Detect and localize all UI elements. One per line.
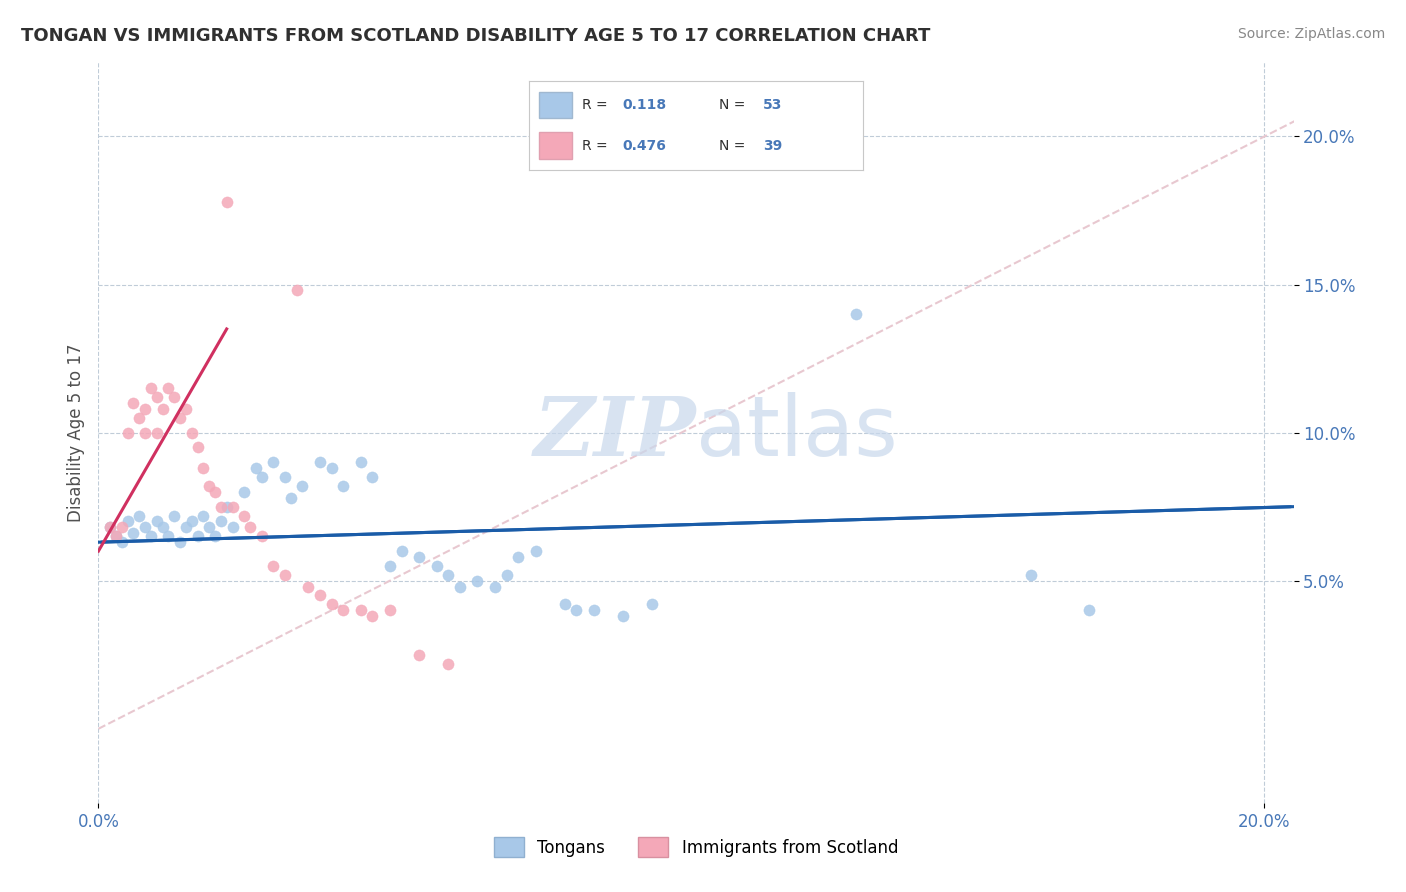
Point bbox=[297, 580, 319, 594]
Text: atlas: atlas bbox=[696, 392, 897, 473]
Point bbox=[565, 603, 588, 617]
Point bbox=[309, 589, 332, 603]
Point bbox=[117, 515, 139, 529]
Point bbox=[152, 401, 174, 416]
Point bbox=[437, 567, 460, 582]
Point bbox=[233, 484, 256, 499]
Point bbox=[180, 425, 202, 440]
Text: TONGAN VS IMMIGRANTS FROM SCOTLAND DISABILITY AGE 5 TO 17 CORRELATION CHART: TONGAN VS IMMIGRANTS FROM SCOTLAND DISAB… bbox=[21, 27, 931, 45]
Point bbox=[111, 520, 134, 534]
Point bbox=[291, 479, 314, 493]
Point bbox=[215, 500, 238, 514]
Point bbox=[215, 194, 238, 209]
Point bbox=[484, 580, 506, 594]
Point bbox=[332, 479, 354, 493]
Point bbox=[134, 425, 156, 440]
Point bbox=[332, 603, 354, 617]
Point bbox=[128, 508, 150, 523]
Text: ZIP: ZIP bbox=[533, 392, 696, 473]
Point bbox=[139, 529, 162, 543]
Y-axis label: Disability Age 5 to 17: Disability Age 5 to 17 bbox=[66, 343, 84, 522]
Point bbox=[245, 461, 267, 475]
Point bbox=[98, 520, 121, 534]
Point bbox=[122, 396, 145, 410]
Point bbox=[209, 515, 232, 529]
Point bbox=[239, 520, 262, 534]
Point bbox=[250, 529, 273, 543]
Point bbox=[1078, 603, 1101, 617]
Point bbox=[186, 441, 208, 455]
Point bbox=[145, 515, 167, 529]
Point bbox=[111, 535, 134, 549]
Point bbox=[437, 657, 460, 671]
Point bbox=[1019, 567, 1042, 582]
Point bbox=[274, 567, 297, 582]
Point bbox=[582, 603, 605, 617]
Point bbox=[204, 484, 226, 499]
Point bbox=[134, 520, 156, 534]
Point bbox=[174, 401, 197, 416]
Point bbox=[554, 598, 576, 612]
Point bbox=[157, 381, 180, 395]
Point bbox=[186, 529, 208, 543]
Point bbox=[157, 529, 180, 543]
Point bbox=[408, 549, 430, 564]
Point bbox=[163, 390, 186, 404]
Point bbox=[262, 558, 284, 573]
Point bbox=[321, 598, 343, 612]
Point bbox=[321, 461, 343, 475]
Point bbox=[145, 390, 167, 404]
Point bbox=[169, 535, 191, 549]
Point bbox=[193, 461, 215, 475]
Point bbox=[134, 401, 156, 416]
Point bbox=[845, 307, 868, 321]
Point bbox=[280, 491, 302, 505]
Point bbox=[425, 558, 447, 573]
Point bbox=[233, 508, 256, 523]
Point bbox=[262, 455, 284, 469]
Point bbox=[180, 515, 202, 529]
Point bbox=[139, 381, 162, 395]
Point bbox=[285, 284, 308, 298]
Point bbox=[361, 609, 384, 624]
Point bbox=[152, 520, 174, 534]
Point bbox=[250, 470, 273, 484]
Point bbox=[117, 425, 139, 440]
Point bbox=[309, 455, 332, 469]
Point bbox=[408, 648, 430, 662]
Point bbox=[169, 410, 191, 425]
Point bbox=[391, 544, 413, 558]
Point bbox=[449, 580, 471, 594]
Point bbox=[209, 500, 232, 514]
Point bbox=[221, 500, 243, 514]
Point bbox=[128, 410, 150, 425]
Point bbox=[163, 508, 186, 523]
Point bbox=[122, 526, 145, 541]
Point bbox=[198, 479, 221, 493]
Text: Source: ZipAtlas.com: Source: ZipAtlas.com bbox=[1237, 27, 1385, 41]
Point bbox=[524, 544, 547, 558]
Point bbox=[221, 520, 243, 534]
Point bbox=[104, 529, 127, 543]
Point bbox=[274, 470, 297, 484]
Point bbox=[350, 603, 373, 617]
Point bbox=[350, 455, 373, 469]
Point bbox=[495, 567, 517, 582]
Point bbox=[198, 520, 221, 534]
Point bbox=[378, 603, 401, 617]
Point bbox=[508, 549, 530, 564]
Point bbox=[378, 558, 401, 573]
Point bbox=[193, 508, 215, 523]
Point bbox=[361, 470, 384, 484]
Point bbox=[98, 520, 121, 534]
Point bbox=[145, 425, 167, 440]
Point bbox=[641, 598, 664, 612]
Point bbox=[174, 520, 197, 534]
Legend: Tongans, Immigrants from Scotland: Tongans, Immigrants from Scotland bbox=[494, 837, 898, 857]
Point bbox=[612, 609, 634, 624]
Point bbox=[467, 574, 489, 588]
Point bbox=[204, 529, 226, 543]
Point bbox=[104, 529, 127, 543]
